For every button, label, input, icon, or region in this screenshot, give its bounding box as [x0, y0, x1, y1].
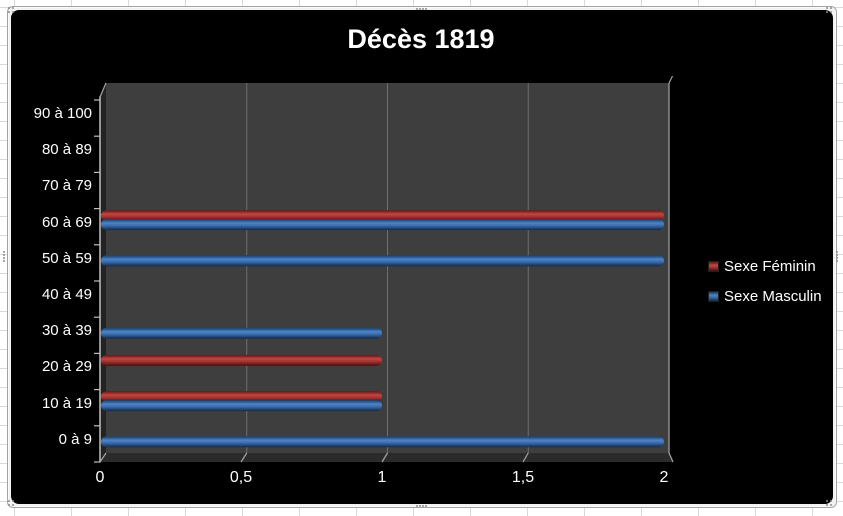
- handle-dot: [836, 251, 838, 253]
- bar-sexe-masculin-30-a-39[interactable]: [101, 327, 382, 339]
- handle-dot: [425, 505, 427, 507]
- selection-handle-top-right[interactable]: [826, 7, 834, 15]
- value-axis-label[interactable]: 2: [659, 469, 669, 486]
- category-axis-label[interactable]: 10 à 19: [41, 394, 92, 412]
- selection-handle-left-middle[interactable]: [1, 251, 9, 262]
- selection-handle-top-left[interactable]: [8, 7, 16, 15]
- handle-dot: [830, 500, 832, 502]
- handle-dot: [826, 7, 828, 9]
- value-axis-label[interactable]: 1,5: [511, 469, 535, 486]
- handle-dot: [416, 505, 418, 507]
- handle-dot: [419, 8, 421, 10]
- axis-lines: [94, 75, 674, 463]
- category-axis-label[interactable]: 90 à 100: [33, 105, 92, 122]
- selection-handle-right-middle[interactable]: [834, 251, 842, 262]
- handle-dot: [3, 260, 5, 262]
- selection-handle-bottom-right[interactable]: [826, 500, 834, 508]
- handle-dot: [3, 251, 5, 253]
- legend-label: Sexe Masculin: [724, 288, 822, 305]
- bars: [101, 210, 664, 448]
- handle-dot: [826, 500, 828, 502]
- legend-label: Sexe Féminin: [724, 258, 816, 275]
- handle-dot: [8, 500, 10, 502]
- handle-dot: [830, 504, 832, 506]
- handle-dot: [422, 8, 424, 10]
- handle-dot: [422, 505, 424, 507]
- bar-sexe-masculin-0-a-9[interactable]: [101, 436, 664, 448]
- handle-dot: [3, 257, 5, 259]
- category-axis-label[interactable]: 50 à 59: [41, 249, 92, 267]
- handle-dot: [12, 500, 14, 502]
- handle-dot: [830, 11, 832, 13]
- handle-dot: [12, 504, 14, 506]
- handle-dot: [8, 504, 10, 506]
- category-axis-label[interactable]: 40 à 49: [41, 286, 92, 303]
- handle-dot: [836, 257, 838, 259]
- bar-sexe-masculin-10-a-19[interactable]: [101, 400, 382, 412]
- value-axis-label[interactable]: 0: [95, 469, 105, 486]
- category-axis-label[interactable]: 20 à 29: [41, 358, 92, 376]
- handle-dot: [416, 8, 418, 10]
- chart-title[interactable]: Décès 1819: [347, 24, 495, 54]
- bar-sexe-masculin-60-a-69[interactable]: [101, 219, 664, 231]
- category-axis-label[interactable]: 30 à 39: [41, 322, 92, 340]
- category-axis-label[interactable]: 0 à 9: [58, 430, 92, 448]
- legend-swatch: [708, 291, 719, 302]
- bar-sexe-feminin-20-a-29[interactable]: [101, 354, 382, 366]
- handle-dot: [3, 254, 5, 256]
- legend-swatch: [708, 261, 719, 272]
- selection-handle-bottom-left[interactable]: [8, 500, 16, 508]
- selection-handle-top-center[interactable]: [416, 6, 427, 14]
- value-axis-label[interactable]: 1: [377, 469, 387, 486]
- handle-dot: [425, 8, 427, 10]
- handle-dot: [826, 11, 828, 13]
- bar-sexe-feminin-60-a-69[interactable]: [101, 210, 664, 222]
- category-axis-label[interactable]: 60 à 69: [41, 213, 92, 231]
- value-axis-label[interactable]: 0,5: [229, 469, 253, 486]
- handle-dot: [12, 11, 14, 13]
- category-axis-label[interactable]: 80 à 89: [41, 141, 92, 159]
- handle-dot: [12, 7, 14, 9]
- selection-handle-bottom-center[interactable]: [416, 503, 427, 511]
- handle-dot: [836, 254, 838, 256]
- handle-dot: [8, 7, 10, 9]
- bar-sexe-feminin-10-a-19[interactable]: [101, 391, 382, 403]
- handle-dot: [8, 11, 10, 13]
- bar-sexe-masculin-50-a-59[interactable]: [101, 255, 664, 267]
- category-axis-label[interactable]: 70 à 79: [41, 177, 92, 195]
- handle-dot: [419, 505, 421, 507]
- handle-dot: [836, 260, 838, 262]
- handle-dot: [830, 7, 832, 9]
- handle-dot: [826, 504, 828, 506]
